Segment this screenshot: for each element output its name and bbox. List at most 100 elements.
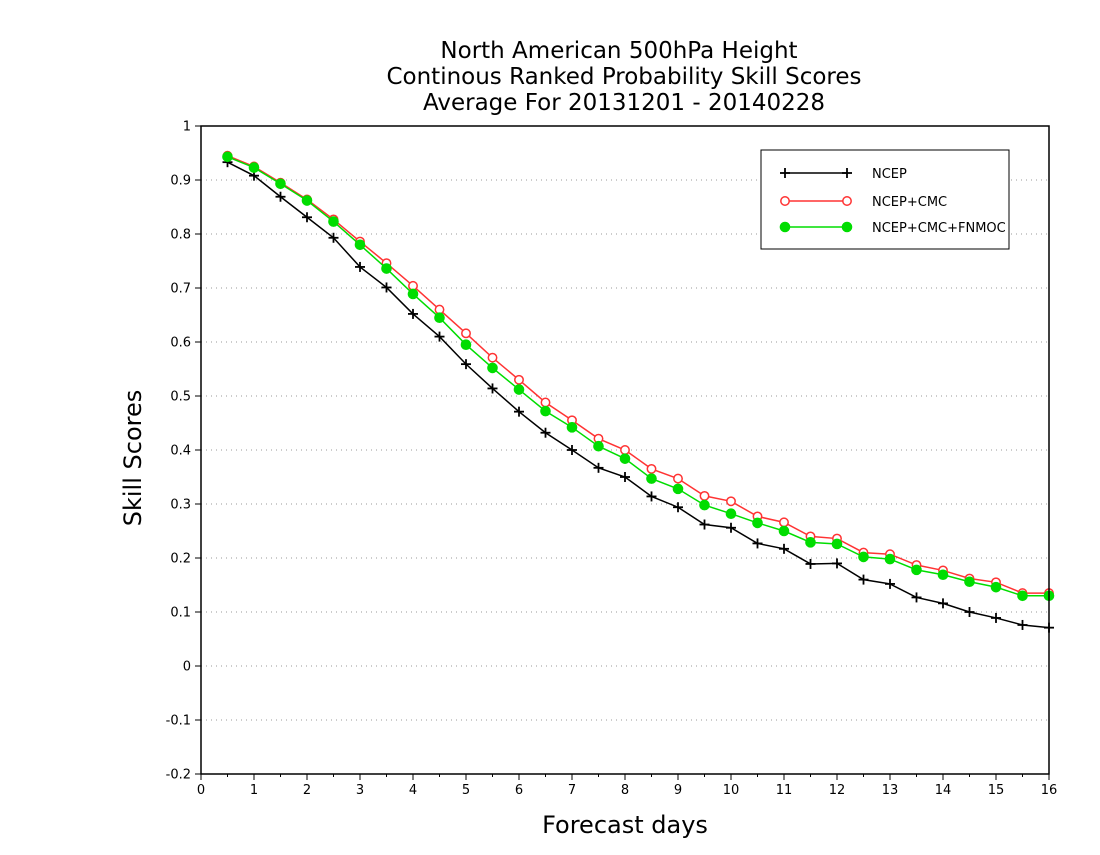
data-point-ncep-cmc-fnmoc xyxy=(778,525,790,537)
y-tick-label: 0.8 xyxy=(170,228,191,243)
x-tick-label: 15 xyxy=(988,783,1005,798)
data-point-ncep-cmc xyxy=(620,445,630,455)
data-point-ncep-cmc-fnmoc xyxy=(858,551,869,563)
data-point-ncep-cmc xyxy=(461,328,471,339)
data-point-ncep xyxy=(779,543,789,554)
data-point-ncep-cmc-fnmoc xyxy=(381,263,392,274)
data-point-ncep xyxy=(991,612,1001,623)
data-point-ncep-cmc-fnmoc xyxy=(460,339,472,351)
data-point-ncep xyxy=(567,445,577,455)
data-point-ncep xyxy=(620,472,630,482)
data-point-ncep-cmc-fnmoc xyxy=(805,537,816,548)
data-point-ncep xyxy=(699,519,710,530)
tick-layer: -0.2-0.100.10.20.30.40.50.60.70.80.910 1 2… xyxy=(166,120,1058,799)
data-point-ncep xyxy=(885,578,895,589)
x-tick-label: 6 xyxy=(515,783,523,798)
y-tick-label: -0.1 xyxy=(166,714,191,729)
data-point-ncep-cmc-fnmoc xyxy=(752,517,763,529)
data-point-ncep-cmc-fnmoc xyxy=(619,453,631,464)
data-point-ncep xyxy=(434,331,445,342)
x-tick-label: 5 xyxy=(462,783,470,798)
data-point-ncep-cmc-fnmoc xyxy=(248,162,260,173)
data-point-ncep xyxy=(911,592,922,603)
data-point-ncep xyxy=(381,282,392,293)
x-tick-label: 1 xyxy=(250,783,258,798)
data-point-ncep xyxy=(408,308,418,319)
data-point-ncep-cmc-fnmoc xyxy=(513,384,525,395)
data-point-ncep xyxy=(355,261,365,272)
data-point-ncep-cmc xyxy=(699,490,710,501)
data-point-ncep xyxy=(275,191,286,202)
data-point-ncep xyxy=(487,383,498,394)
data-point-ncep xyxy=(805,558,816,569)
y-tick-label: 0.6 xyxy=(170,336,191,351)
legend-item-ncep-cmc-fnmoc: NCEP+CMC+FNMOC xyxy=(779,221,1006,236)
x-axis-title: Forecast days xyxy=(542,811,708,839)
y-tick-label: 0 xyxy=(183,660,191,675)
legend-item-ncep-cmc: NCEP+CMC xyxy=(780,195,947,210)
x-tick-label: 7 xyxy=(568,783,576,798)
data-point-ncep-cmc-fnmoc xyxy=(593,440,604,452)
x-tick-label: 11 xyxy=(776,783,793,798)
chart-title-line-1: North American 500hPa Height xyxy=(440,38,797,64)
chart-title-line-2: Continous Ranked Probability Skill Score… xyxy=(386,64,861,90)
legend-label: NCEP+CMC xyxy=(872,195,947,210)
series-line-ncep xyxy=(227,161,1050,629)
y-axis-title: Skill Scores xyxy=(119,390,147,527)
x-tick-label: 12 xyxy=(829,783,846,798)
data-point-ncep xyxy=(302,212,312,223)
legend-marker xyxy=(841,221,853,233)
data-point-ncep-cmc-fnmoc xyxy=(328,216,339,227)
data-point-ncep-cmc-fnmoc xyxy=(725,508,737,520)
legend-marker xyxy=(780,168,790,178)
data-point-ncep-cmc-fnmoc xyxy=(964,576,975,588)
data-point-ncep xyxy=(832,558,842,569)
data-point-ncep-cmc-fnmoc xyxy=(407,288,419,300)
chart-title-line-3: Average For 20131201 - 20140228 xyxy=(423,90,825,116)
x-tick-label: 13 xyxy=(882,783,899,798)
data-point-ncep xyxy=(540,427,551,438)
series-ncep-cmc-fnmoc xyxy=(222,151,1055,602)
data-point-ncep-cmc xyxy=(540,397,551,408)
data-point-ncep xyxy=(938,598,948,609)
data-point-ncep-cmc xyxy=(779,517,789,528)
data-point-ncep-cmc-fnmoc xyxy=(990,581,1002,593)
data-point-ncep xyxy=(514,406,524,417)
data-point-ncep-cmc xyxy=(673,473,683,484)
y-tick-label: 0.9 xyxy=(170,174,191,189)
legend-marker xyxy=(779,221,791,233)
y-tick-label: 0.1 xyxy=(170,606,191,621)
legend-label: NCEP+CMC+FNMOC xyxy=(872,221,1006,236)
data-point-ncep xyxy=(964,607,975,617)
data-point-ncep-cmc-fnmoc xyxy=(301,195,313,206)
legend-marker xyxy=(842,196,852,206)
x-tick-label: 10 xyxy=(723,783,740,798)
legend-label: NCEP xyxy=(872,167,907,182)
data-point-ncep xyxy=(726,522,736,533)
data-point-ncep-cmc-fnmoc xyxy=(831,538,843,550)
y-tick-label: 0.3 xyxy=(170,498,191,513)
data-point-ncep-cmc-fnmoc xyxy=(911,564,922,576)
data-point-ncep xyxy=(752,538,763,549)
plot-frame xyxy=(200,125,1050,775)
x-tick-label: 16 xyxy=(1041,783,1058,798)
data-point-ncep-cmc-fnmoc xyxy=(566,422,578,433)
x-tick-label: 4 xyxy=(409,783,417,798)
x-tick-label: 8 xyxy=(621,783,629,798)
legend-item-ncep: NCEP xyxy=(780,167,907,182)
x-tick-label: 3 xyxy=(356,783,364,798)
data-point-ncep-cmc-fnmoc xyxy=(540,405,551,417)
x-tick-label: 0 xyxy=(197,783,205,798)
data-point-ncep xyxy=(673,502,683,513)
x-tick-label: 2 xyxy=(303,783,311,798)
legend-marker xyxy=(842,168,852,178)
data-point-ncep-cmc-fnmoc xyxy=(672,483,684,495)
data-point-ncep xyxy=(858,574,869,585)
series-layer xyxy=(222,150,1055,633)
y-tick-label: 1 xyxy=(183,120,191,135)
y-tick-label: 0.2 xyxy=(170,552,191,567)
y-tick-label: 0.4 xyxy=(170,444,191,459)
data-point-ncep-cmc-fnmoc xyxy=(487,362,498,374)
